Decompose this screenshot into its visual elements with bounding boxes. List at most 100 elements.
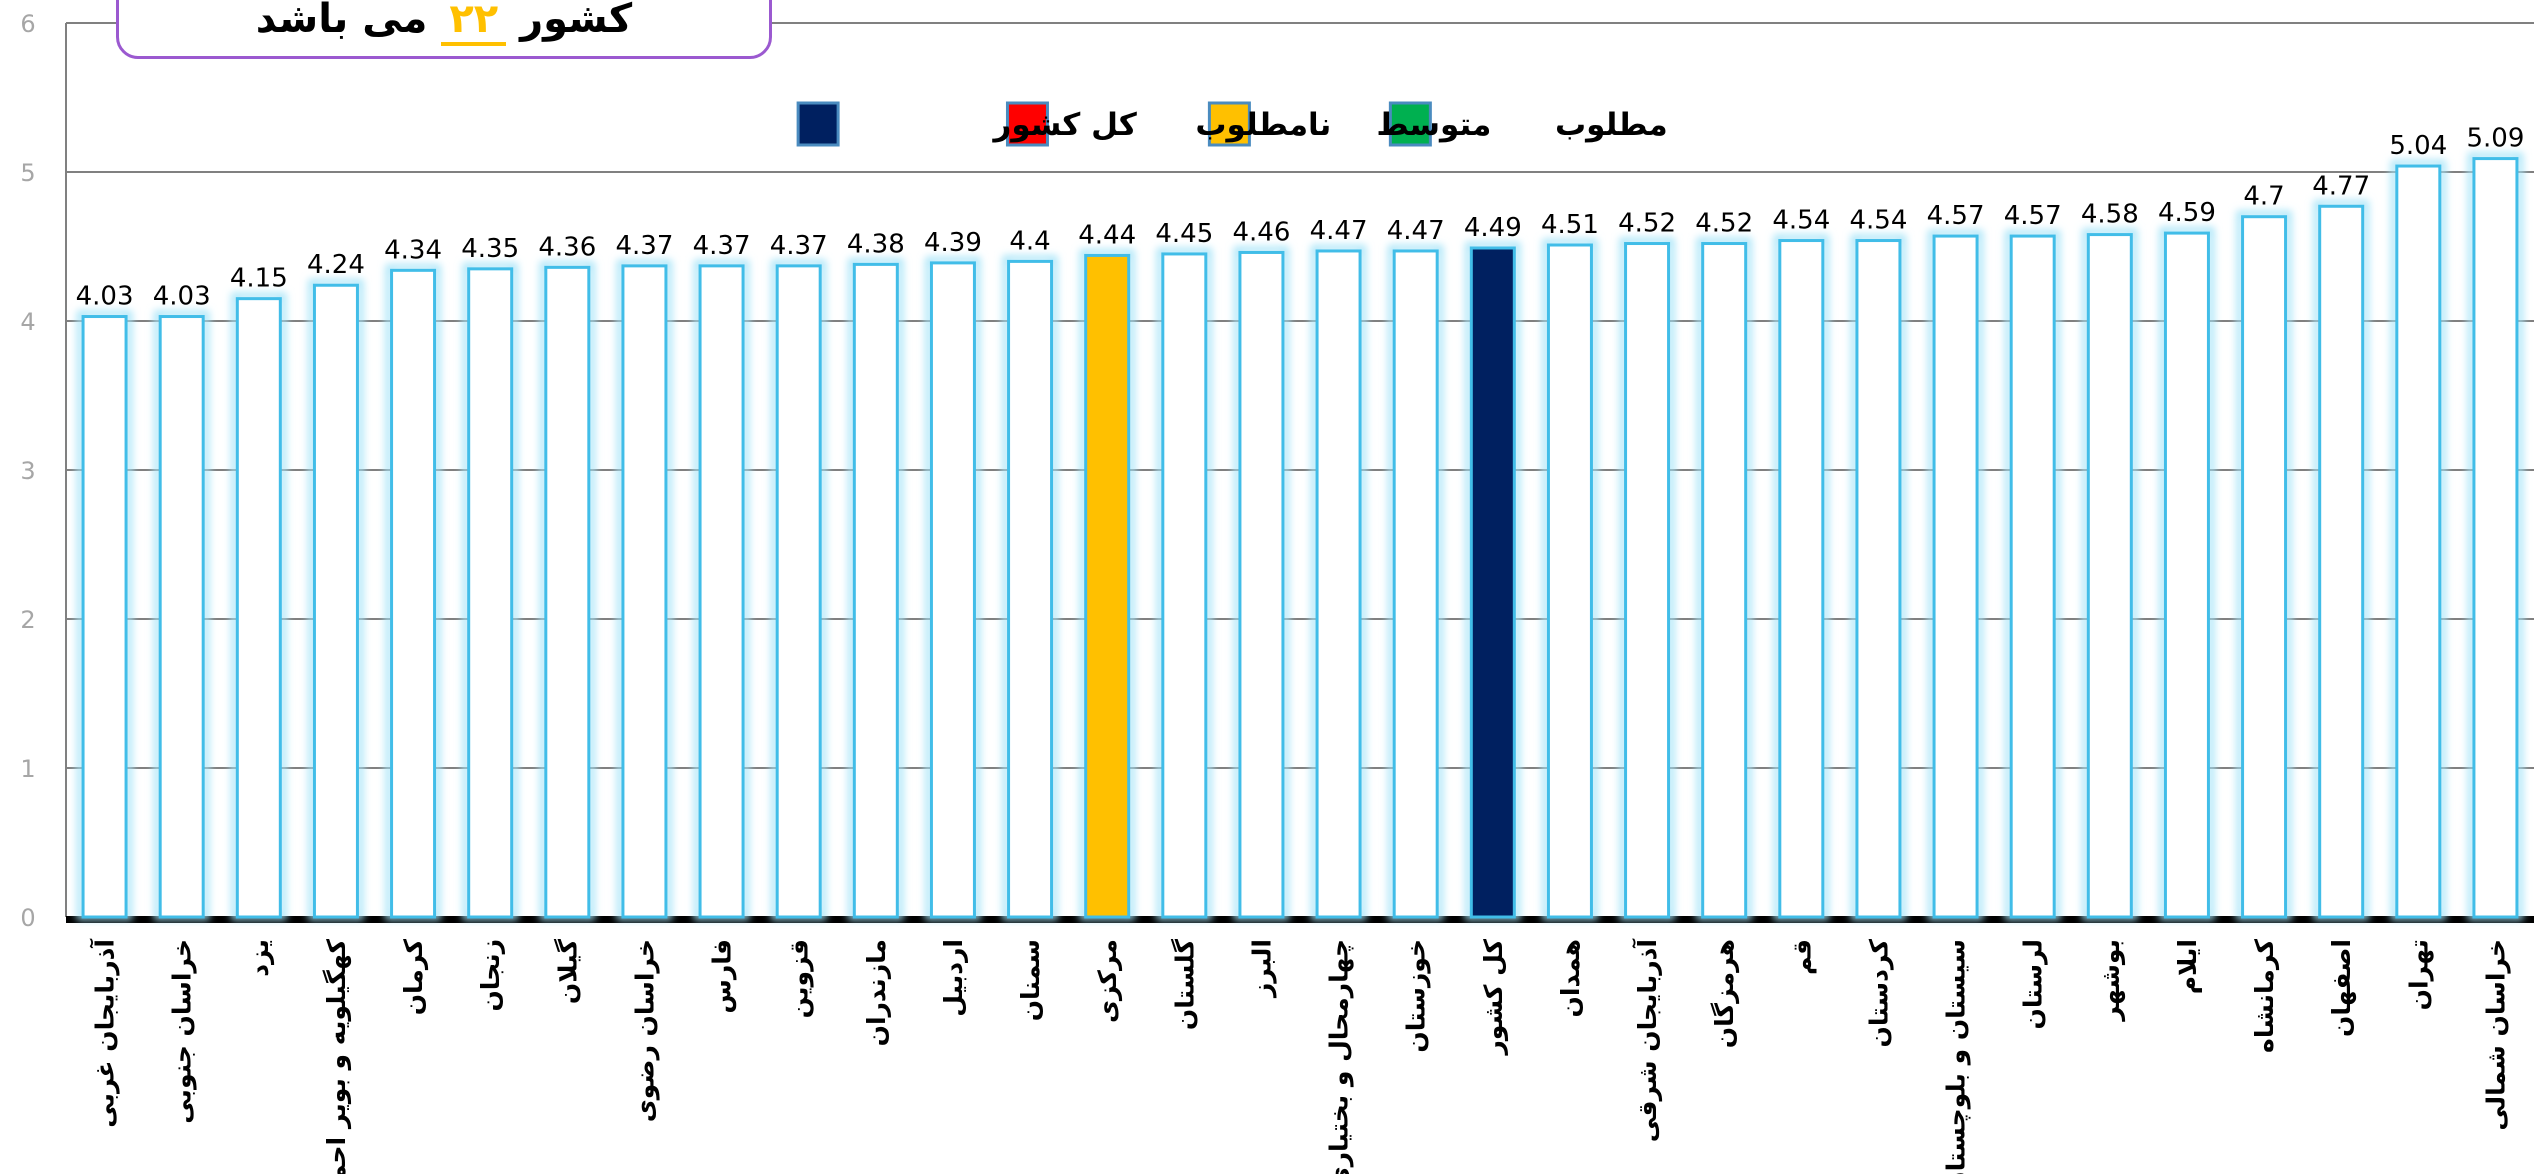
value-labels: 4.03 4.03 4.15 4.24 4.34 4.35 4.36 4.37 4.37 4.37…: [76, 124, 2525, 312]
x-tick-label: البرز: [1247, 939, 1277, 999]
legend-swatch: [1005, 101, 1049, 147]
legend-label: کل کشور: [991, 107, 1137, 143]
legend-label: مطلوب: [1555, 107, 1668, 143]
x-tick-label: قزوین: [785, 939, 815, 1018]
bar: [775, 264, 822, 919]
bar: [1238, 250, 1285, 919]
x-tick-label: آذربایجان شرقی: [1632, 938, 1663, 1143]
value-label: 4.54: [1849, 206, 1907, 236]
y-tick-label: 0: [20, 904, 35, 932]
value-label: 4.37: [770, 231, 828, 261]
bar: [2086, 233, 2133, 919]
title-after: می باشد: [255, 0, 428, 42]
x-tick-label: سیستان و بلوچستان: [1942, 939, 1972, 1174]
legend-swatch: [796, 101, 840, 147]
bar: [2241, 215, 2288, 919]
x-tick-label: مازندران: [862, 939, 891, 1046]
value-label: 5.04: [2389, 131, 2447, 161]
bar: [235, 297, 282, 919]
x-tick-label: آذربایجان غربی: [90, 938, 121, 1128]
x-tick-label: خوزستان: [1402, 939, 1432, 1053]
bar: [1469, 246, 1516, 919]
value-label: 4.03: [153, 282, 211, 312]
value-label: 4.39: [924, 228, 982, 258]
value-label: 4.15: [230, 264, 288, 294]
bar: [929, 261, 976, 919]
bar: [1701, 242, 1748, 919]
value-label: 4.03: [76, 282, 134, 312]
x-tick-label: خراسان جنوبی: [168, 939, 198, 1124]
x-tick-label: همدان: [1556, 939, 1585, 1017]
value-label: 4.45: [1155, 219, 1213, 249]
bar: [852, 262, 899, 919]
bar: [1778, 239, 1825, 919]
bar: [467, 267, 514, 919]
x-tick-label: ایلام: [2173, 939, 2202, 994]
legend-swatch: [1388, 101, 1432, 147]
value-label: 4.49: [1464, 213, 1522, 243]
bar: [1932, 234, 1979, 919]
value-label: 4.34: [384, 235, 442, 265]
value-label: 4.52: [1695, 209, 1753, 239]
x-tick-label: سمنان: [1016, 939, 1045, 1021]
x-tick-label: خراسان رضوی: [630, 939, 660, 1122]
bar: [2163, 231, 2210, 919]
bar: [1546, 243, 1593, 919]
x-tick-label: گیلان: [553, 939, 582, 1005]
bar: [621, 264, 668, 919]
value-label: 4.52: [1618, 209, 1676, 239]
value-label: 4.37: [615, 231, 673, 261]
x-tick-label: تهران: [2404, 939, 2434, 1010]
y-tick-label: 1: [20, 755, 35, 783]
bar: [1315, 249, 1362, 919]
x-tick-label: مرکزی: [1093, 939, 1123, 1023]
value-label: 4.77: [2312, 171, 2370, 201]
x-tick-label: قم: [1787, 939, 1816, 975]
value-label: 4.57: [2004, 201, 2062, 231]
legend-swatch: [1207, 101, 1251, 147]
x-tick-label: کردستان: [1864, 939, 1894, 1048]
x-tick-label: چهارمحال و بختیاری: [1325, 939, 1355, 1174]
value-label: 4.46: [1232, 217, 1290, 247]
bar: [81, 315, 128, 919]
bar: [2009, 234, 2056, 919]
bar: [1624, 242, 1671, 919]
x-tick-label: هرمزگان: [1710, 939, 1740, 1048]
bar: [2472, 157, 2519, 919]
x-tick-label: کرمان: [399, 939, 429, 1016]
y-tick-label: 4: [20, 308, 35, 336]
value-label: 4.36: [538, 232, 596, 262]
bar: [1855, 239, 1902, 919]
bar: [1161, 252, 1208, 919]
bar: [158, 315, 205, 919]
x-tick-label: لرستان: [2019, 939, 2049, 1029]
value-label: 5.09: [2466, 124, 2524, 154]
bar: [2318, 204, 2365, 919]
x-tick-label: کل کشور: [1479, 939, 1509, 1057]
title-before: کشور: [520, 0, 633, 42]
bar: [1084, 253, 1131, 919]
x-tick-label: فارس: [708, 939, 737, 1014]
x-tick-label: اردبیل: [939, 939, 968, 1017]
bar: [1007, 259, 1054, 919]
value-label: 4.4: [1009, 226, 1050, 256]
x-axis-line: [66, 916, 2534, 923]
x-tick-label: گلستان: [1170, 939, 1199, 1031]
x-tick-label: بوشهر: [2096, 939, 2126, 1023]
x-tick-label: یزد: [245, 939, 275, 977]
y-tick-label: 6: [20, 10, 35, 38]
value-label: 4.7: [2243, 182, 2284, 212]
value-label: 4.47: [1387, 216, 1445, 246]
value-label: 4.38: [847, 229, 905, 259]
value-label: 4.58: [2081, 200, 2139, 230]
bar: [698, 264, 745, 919]
bar: [312, 283, 359, 919]
value-label: 4.54: [1772, 206, 1830, 236]
value-label: 4.57: [1927, 201, 1985, 231]
y-tick-label: 5: [20, 159, 35, 187]
value-label: 4.37: [693, 231, 751, 261]
value-label: 4.47: [1310, 216, 1368, 246]
y-tick-label: 2: [20, 606, 35, 634]
legend-label: متوسط: [1376, 107, 1491, 143]
